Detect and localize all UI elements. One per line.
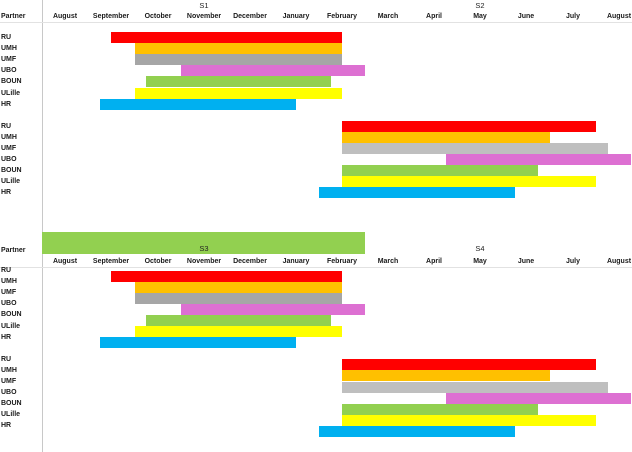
chart-1-month-tick: May bbox=[473, 13, 487, 20]
chart-1-row-label: UMF bbox=[1, 56, 17, 64]
chart-2-row-label: RU bbox=[1, 355, 12, 363]
chart-1-month-tick: January bbox=[282, 13, 310, 20]
chart-1-row-label: UBO bbox=[1, 67, 17, 75]
chart-2-row-label: ULille bbox=[1, 322, 21, 330]
chart-1-bar-ulille bbox=[342, 176, 596, 188]
chart-1-row-label: RU bbox=[1, 34, 12, 41]
chart-1-month-tick: June bbox=[517, 13, 535, 20]
chart-2-semester-label: S4 bbox=[475, 244, 485, 253]
chart-1-semester-label: S1 bbox=[199, 1, 209, 10]
chart-2-row-label: HR bbox=[1, 333, 12, 341]
chart-2-bar-ulille bbox=[342, 414, 596, 426]
chart-2-bar-umf bbox=[134, 292, 342, 304]
chart-2-semester-label: S3 bbox=[199, 244, 209, 253]
chart-2-bar-ulille bbox=[134, 326, 342, 338]
axis-divider bbox=[42, 0, 43, 452]
chart-1-row-label: RU bbox=[1, 122, 12, 130]
chart-1-bar-umh bbox=[134, 43, 342, 55]
chart-1-row-label: ULille bbox=[1, 178, 21, 186]
chart-1-row-label: HR bbox=[1, 189, 12, 197]
chart-2-row-label: UMF bbox=[1, 289, 17, 297]
chart-1-bar-boun bbox=[342, 165, 538, 177]
chart-2-bar-ru bbox=[111, 270, 342, 282]
chart-1-month-tick: February bbox=[327, 13, 357, 20]
chart-1-semester-label: S2 bbox=[475, 1, 485, 10]
chart-2-month-tick: December bbox=[233, 258, 267, 265]
chart-2-bar-hr bbox=[319, 425, 515, 437]
chart-1-month-tick: April bbox=[426, 13, 442, 20]
chart-2-month-tick: August bbox=[52, 258, 78, 265]
chart-2-row-label: BOUN bbox=[1, 311, 22, 319]
chart-1-bar-grey_light bbox=[342, 143, 608, 154]
chart-1-bar-ubo bbox=[445, 154, 631, 166]
chart-2-row-label: BOUN bbox=[1, 400, 22, 408]
chart-1-bar-ru bbox=[111, 32, 342, 43]
chart-1-month-tick: July bbox=[565, 13, 581, 20]
chart-1-row-label: BOUN bbox=[1, 167, 22, 175]
chart-1-row-label: UMH bbox=[1, 45, 17, 53]
chart-2-bar-ru bbox=[342, 359, 596, 371]
chart-1-month-tick: August bbox=[52, 13, 78, 20]
chart-1-partner-header: Partner bbox=[1, 13, 26, 20]
chart-2-bar-umh bbox=[342, 370, 550, 382]
chart-1-row-label: UMH bbox=[1, 133, 17, 141]
chart-2-bar-ubo bbox=[181, 303, 365, 315]
chart-2-row-label: UMH bbox=[1, 278, 17, 286]
chart-1-month-tick: December bbox=[233, 13, 267, 20]
chart-2-header-rule bbox=[0, 267, 632, 268]
chart-1-row-label: UMF bbox=[1, 145, 17, 152]
chart-1-month-tick: November bbox=[186, 13, 222, 20]
chart-2-row-label: UMF bbox=[1, 378, 17, 385]
chart-2-bar-umh bbox=[134, 281, 342, 293]
chart-2-month-tick: October bbox=[144, 258, 172, 265]
chart-1-bar-umh bbox=[342, 131, 550, 143]
chart-1-bar-hr bbox=[99, 98, 296, 110]
chart-2-row-label: HR bbox=[1, 422, 12, 430]
chart-2-row-label: UBO bbox=[1, 300, 17, 308]
chart-2-row-label: RU bbox=[1, 267, 12, 274]
chart-1-bar-umf bbox=[134, 54, 342, 66]
chart-2-month-tick: March bbox=[377, 258, 399, 265]
chart-2-month-tick: September bbox=[92, 258, 130, 265]
chart-2-partner-header: Partner bbox=[1, 247, 26, 254]
chart-2-bar-boun bbox=[342, 403, 538, 415]
chart-2-row-label: UMH bbox=[1, 366, 17, 374]
chart-2-month-tick: May bbox=[473, 258, 487, 265]
chart-2-month-tick: July bbox=[565, 258, 581, 265]
chart-2-month-tick: November bbox=[186, 258, 222, 265]
chart-2-month-tick: February bbox=[327, 258, 357, 265]
chart-2-month-tick: August bbox=[606, 258, 632, 265]
chart-1-header-rule bbox=[0, 22, 632, 23]
chart-1-row-label: ULille bbox=[1, 89, 21, 97]
chart-1-month-tick: August bbox=[606, 13, 632, 20]
chart-2-bar-hr bbox=[99, 337, 296, 349]
chart-1-bar-ulille bbox=[134, 87, 342, 99]
chart-2-month-tick: June bbox=[517, 258, 535, 265]
chart-1-bar-ru bbox=[342, 120, 596, 132]
chart-1-month-tick: September bbox=[92, 13, 130, 20]
chart-2-header-bar bbox=[42, 232, 365, 254]
chart-1-bar-hr bbox=[319, 187, 515, 199]
chart-1-row-label: HR bbox=[1, 100, 12, 108]
chart-2-month-tick: April bbox=[426, 258, 442, 265]
chart-2-bar-boun bbox=[146, 314, 331, 326]
chart-2-month-tick: January bbox=[282, 258, 310, 265]
chart-1-bar-ubo bbox=[181, 65, 365, 77]
chart-2-row-label: UBO bbox=[1, 389, 17, 397]
chart-2-bar-ubo bbox=[445, 392, 631, 404]
chart-1-month-tick: October bbox=[144, 13, 172, 20]
chart-2-bar-grey_light bbox=[342, 381, 608, 393]
chart-1-bar-boun bbox=[146, 76, 331, 88]
chart-1-month-tick: March bbox=[377, 13, 399, 20]
chart-2-row-label: ULille bbox=[1, 411, 21, 419]
chart-1-row-label: UBO bbox=[1, 156, 17, 164]
chart-1-row-label: BOUN bbox=[1, 78, 22, 86]
